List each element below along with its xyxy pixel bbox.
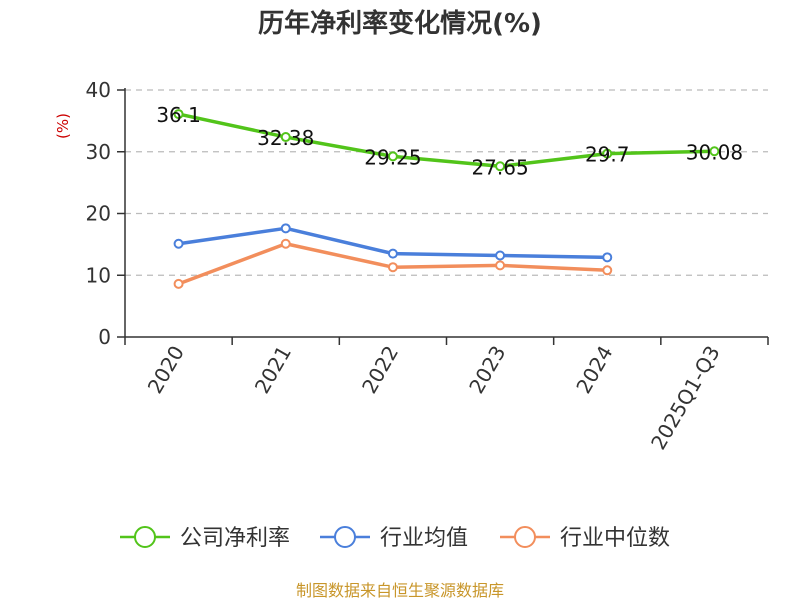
x-tick-label: 2022 [357, 342, 403, 398]
data-point [602, 252, 613, 263]
data-point [387, 248, 398, 259]
data-label: 32.38 [257, 126, 314, 150]
chart-title: 历年净利率变化情况(%) [258, 8, 542, 39]
data-point [602, 265, 613, 276]
data-point [173, 109, 184, 120]
x-tick-label: 2023 [464, 342, 510, 398]
data-label: 36.1 [156, 103, 201, 127]
data-point [602, 148, 613, 159]
data-label: 27.65 [471, 155, 528, 179]
y-tick-label: 0 [98, 325, 111, 349]
y-tick-label: 40 [86, 78, 111, 102]
legend-swatch-marker [334, 526, 356, 548]
data-point [173, 278, 184, 289]
y-tick-label: 30 [86, 140, 111, 164]
y-axis-label: (%) [54, 113, 72, 139]
data-point [387, 262, 398, 273]
data-label: 29.25 [364, 145, 421, 169]
source-note: 制图数据来自恒生聚源数据库 [296, 581, 504, 600]
data-point [387, 151, 398, 162]
data-point [280, 223, 291, 234]
legend-label[interactable]: 行业中位数 [560, 526, 670, 551]
grid-lines [125, 89, 768, 276]
y-tick-label: 20 [86, 202, 111, 226]
x-tick-label: 2020 [143, 342, 189, 398]
data-labels: 36.1 32.38 29.25 27.65 29.7 30.08 [156, 103, 743, 179]
x-tick-label: 2025Q1-Q3 [646, 342, 725, 454]
data-point [280, 238, 291, 249]
y-tick-label: 10 [86, 263, 111, 287]
data-point [173, 238, 184, 249]
data-point [495, 161, 506, 172]
data-point [495, 250, 506, 261]
data-point [495, 260, 506, 271]
legend-swatch-marker [134, 526, 156, 548]
legend-label[interactable]: 公司净利率 [180, 526, 290, 551]
data-point [709, 146, 720, 157]
series-line [178, 112, 715, 169]
x-tick-label: 2021 [250, 342, 296, 398]
legend-swatch-marker [514, 526, 536, 548]
data-label: 29.7 [585, 143, 630, 167]
data-label: 30.08 [686, 140, 743, 164]
legend-label[interactable]: 行业均值 [380, 526, 468, 551]
x-tick-label: 2024 [571, 342, 617, 398]
series-lines [173, 109, 720, 289]
data-point [280, 132, 291, 143]
legend[interactable]: 公司净利率 行业均值 行业中位数 [120, 526, 670, 551]
